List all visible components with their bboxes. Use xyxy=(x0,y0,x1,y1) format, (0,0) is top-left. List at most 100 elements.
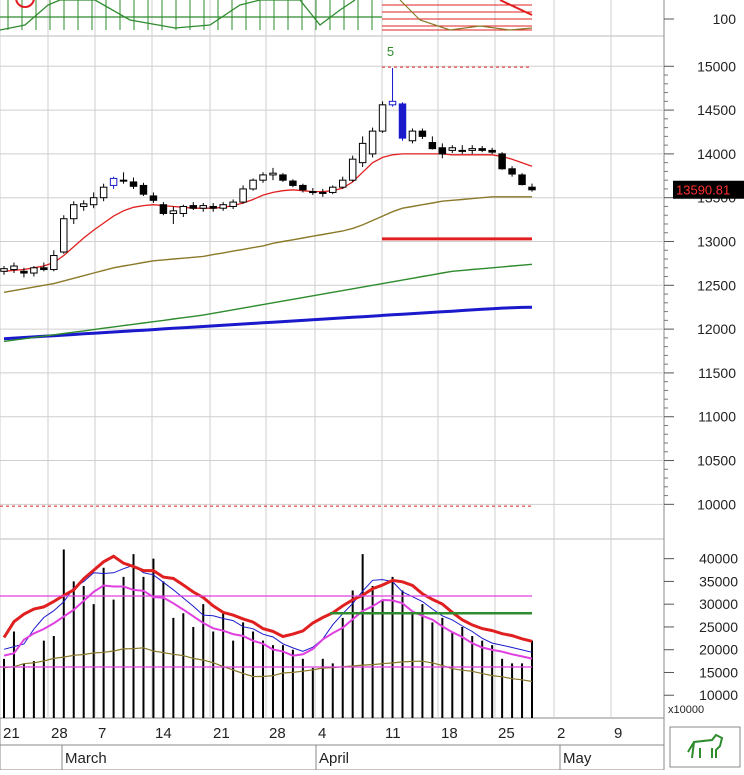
candle-body xyxy=(50,255,58,271)
date-tick-label: 28 xyxy=(269,725,286,742)
price-tick-label: 13000 xyxy=(697,234,736,250)
candle-body xyxy=(329,186,337,193)
candle-body xyxy=(99,186,108,199)
candle-body xyxy=(30,267,38,274)
candle-body xyxy=(279,174,287,181)
candle-body xyxy=(79,203,88,207)
oscillator-signal xyxy=(399,0,533,31)
candle-body xyxy=(528,186,536,191)
candle-body xyxy=(508,168,516,175)
ma-short-line xyxy=(3,153,533,272)
candle-body xyxy=(289,180,297,186)
oscillator-line xyxy=(0,0,356,31)
candle-body xyxy=(189,205,198,209)
grid-lines xyxy=(0,0,664,718)
month-band xyxy=(0,744,665,771)
ma-trend-line xyxy=(3,305,533,341)
candle-body xyxy=(358,142,367,164)
top-axis-label: 100 xyxy=(713,11,737,27)
date-tick-label: 9 xyxy=(614,725,622,742)
candle-body xyxy=(458,149,467,152)
date-tick-label: 2 xyxy=(557,725,565,742)
date-tick-label: 25 xyxy=(498,725,515,742)
volume-tick-label: 40000 xyxy=(699,551,738,567)
date-tick-label: 14 xyxy=(155,725,172,742)
ma-long-line xyxy=(3,263,533,343)
volume-slow-line xyxy=(2,554,533,643)
volume-avg-line xyxy=(3,647,533,683)
month-label: April xyxy=(319,750,349,767)
oscillator-marker xyxy=(15,0,35,8)
candle-body xyxy=(169,210,178,214)
candle-body xyxy=(20,270,28,274)
month-label: May xyxy=(563,750,592,767)
price-tick-label: 14000 xyxy=(697,146,736,162)
candle-body xyxy=(518,174,526,186)
price-tick-label: 11500 xyxy=(698,365,736,381)
logo-frame xyxy=(669,726,741,768)
candle-body xyxy=(239,188,247,203)
price-tick-label: 10500 xyxy=(697,453,736,469)
date-tick-label: 4 xyxy=(318,725,326,742)
price-panel: 5 xyxy=(0,44,536,507)
candle-body xyxy=(418,130,427,137)
candle-body xyxy=(179,205,188,214)
candle-body xyxy=(428,142,437,150)
candle-body xyxy=(259,174,267,181)
candle-body xyxy=(269,172,277,176)
candle-body xyxy=(488,149,496,153)
candle-body xyxy=(159,204,168,214)
candle-body xyxy=(69,204,78,220)
volume-tick-label: 25000 xyxy=(699,619,738,635)
candle-body xyxy=(149,195,158,201)
candle-body xyxy=(139,184,148,195)
price-tick-label: 14500 xyxy=(697,102,736,118)
candle-body xyxy=(438,147,447,155)
date-tick-label: 21 xyxy=(3,725,20,742)
month-label: March xyxy=(65,750,107,767)
candle-body xyxy=(40,267,48,271)
volume-tick-label: 35000 xyxy=(699,573,738,589)
volume-fast-line xyxy=(3,564,533,653)
candle-body xyxy=(10,265,18,271)
price-tick-label: 12000 xyxy=(697,321,736,337)
panel-backgrounds xyxy=(0,0,665,771)
candle-body xyxy=(378,104,387,132)
candle-body xyxy=(0,268,8,272)
date-tick-label: 7 xyxy=(98,725,106,742)
date-tick-label: 18 xyxy=(441,725,458,742)
candle-body xyxy=(229,201,237,207)
peak-marker-label: 5 xyxy=(387,44,394,59)
volume-tick-label: 10000 xyxy=(699,687,738,703)
candle-body xyxy=(119,179,128,182)
volume-tick-label: 20000 xyxy=(699,642,738,658)
oscillator-signal-red xyxy=(499,0,533,16)
price-tick-label: 15000 xyxy=(697,58,736,74)
candle-body xyxy=(209,205,217,209)
axes: 1000010500110001150012000125001300013500… xyxy=(3,11,744,770)
candle-body xyxy=(199,205,207,209)
candle-body xyxy=(319,191,327,194)
candle-body xyxy=(468,148,476,151)
candle-body xyxy=(219,204,227,209)
candle-body xyxy=(129,181,138,187)
candle-body xyxy=(60,218,68,253)
volume-multiplier: x10000 xyxy=(668,704,704,716)
candle-body xyxy=(299,184,307,191)
last-price-label: 13590.81 xyxy=(676,183,730,198)
bull-logo-icon[interactable] xyxy=(669,726,741,768)
date-tick-label: 21 xyxy=(213,725,230,742)
price-tick-label: 12500 xyxy=(697,277,736,293)
candle-body xyxy=(498,153,506,170)
candle-body xyxy=(89,197,98,206)
candle-body xyxy=(338,179,347,188)
volume-tick-label: 30000 xyxy=(699,596,738,612)
price-tick-label: 11000 xyxy=(698,409,736,425)
candle-body xyxy=(109,177,118,186)
candle-body xyxy=(398,103,407,139)
volume-panel xyxy=(0,549,533,718)
candle-body xyxy=(448,147,457,151)
candle-body xyxy=(249,179,257,190)
